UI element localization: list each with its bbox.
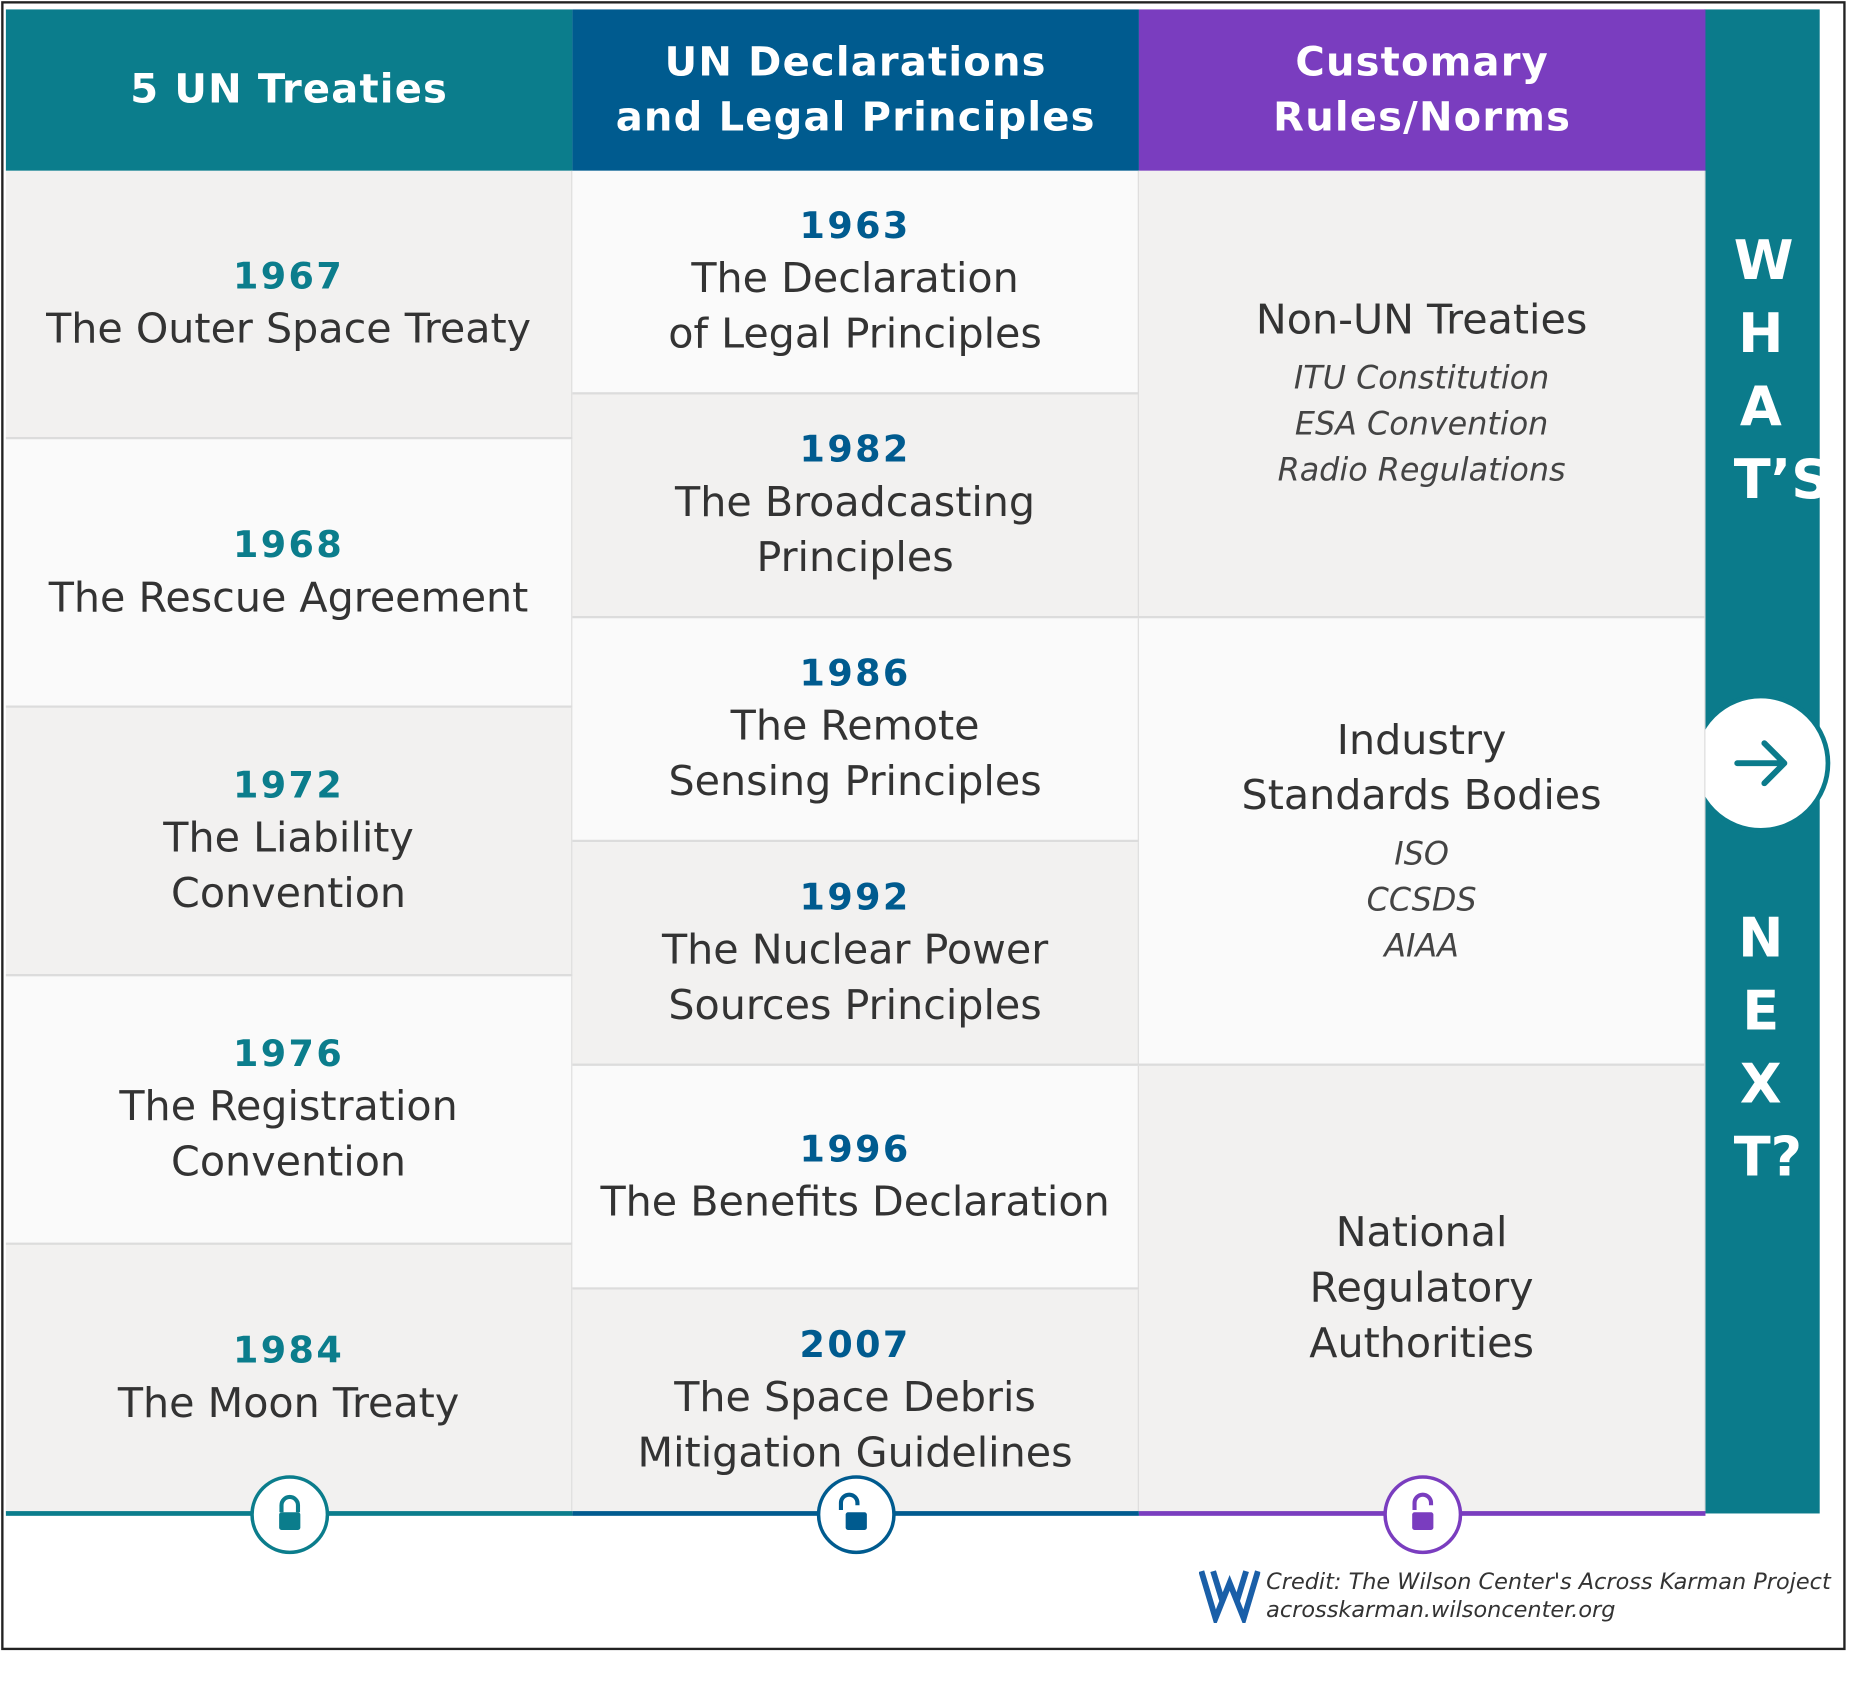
year: 1976 [233,1032,345,1076]
cell: 1992 The Nuclear Power Sources Principles [572,842,1139,1066]
sub-item: ISO [1394,835,1449,873]
item-title: The Space Debris Mitigation Guidelines [637,1374,1073,1477]
year: 1996 [799,1127,911,1171]
sub-item: ITU Constitution [1293,360,1550,397]
cell: 1968 The Rescue Agreement [5,439,573,708]
lock-body [845,1512,867,1530]
credit-line2: acrosskarman.wilsoncenter.org [1266,1597,1616,1624]
year: 1968 [233,523,345,566]
item-title: The Liability Convention [163,815,414,918]
year: 1967 [233,254,345,298]
item-title: The Remote Sensing Principles [668,703,1042,806]
cell: Non-UN Treaties ITU Constitution ESA Conve… [1138,170,1706,619]
cell: National Regulatory Authorities [1138,1065,1706,1514]
lock-shackle [838,1492,859,1510]
year: 1982 [799,428,911,472]
column-header: 5 UN Treaties [5,9,573,171]
year: 1972 [233,764,345,807]
column-header: UN Declarations and Legal Principles [572,9,1139,171]
lock-icon [1382,1475,1462,1555]
lock-shackle [1411,1492,1433,1510]
lock-body [278,1512,300,1530]
item-title: The Registration Convention [119,1083,458,1187]
cell: 1972 The Liability Convention [5,707,573,977]
cell: Industry Standards Bodies ISO CCSDS AIAA [1138,618,1706,1066]
cell: 1976 The Registration Convention [5,976,573,1245]
arrow [1734,740,1788,787]
lock-icon [816,1475,896,1555]
sub-item: CCSDS [1366,881,1477,919]
year: 1992 [799,876,911,919]
year: 1986 [799,652,911,695]
lock-body [1411,1512,1433,1530]
frame [1,1,1846,1651]
cell: 1963 The Declaration of Legal Principles [572,170,1139,395]
item-title: The Nuclear Power Sources Principles [661,926,1049,1030]
year: 1984 [233,1329,345,1372]
item-title: Industry Standards Bodies [1241,716,1602,820]
logo-w [1199,1570,1261,1624]
sidebar-bottom: NEXT? [1733,905,1803,1189]
sub-item: ESA Convention [1294,406,1549,443]
wilson-logo [1199,1570,1261,1624]
item-title: The Broadcasting Principles [675,479,1036,582]
cell: 2007 The Space Debris Mitigation Guidelin… [572,1289,1139,1514]
credit-line1: Credit: The Wilson Center's Across Karma… [1266,1568,1831,1595]
lock-shackle [278,1495,300,1513]
item-title: The Outer Space Treaty [46,305,532,353]
year: 2007 [799,1323,911,1367]
item-title: Non-UN Treaties [1255,296,1588,344]
cell: 1982 The Broadcasting Principles [572,394,1139,619]
cell: 1984 The Moon Treaty [5,1244,573,1514]
cell: 1967 The Outer Space Treaty [5,170,573,440]
item-title: The Benefits Declaration [600,1178,1110,1226]
cell: 1986 The Remote Sensing Principles [572,618,1139,843]
item-title: The Moon Treaty [117,1379,460,1427]
column-header: Customary Rules/Norms [1138,9,1706,171]
item-title: The Declaration of Legal Principles [668,255,1042,359]
sub-item: Radio Regulations [1277,452,1566,489]
cell: 1996 The Benefits Declaration [572,1065,1139,1290]
lock-icon [249,1475,329,1555]
item-title: The Rescue Agreement [48,574,529,622]
year: 1963 [799,204,911,248]
next-button[interactable] [1684,689,1837,842]
sidebar-top: WHAT’S [1733,228,1831,512]
item-title: National Regulatory Authorities [1309,1209,1534,1367]
sub-item: AIAA [1384,927,1459,965]
